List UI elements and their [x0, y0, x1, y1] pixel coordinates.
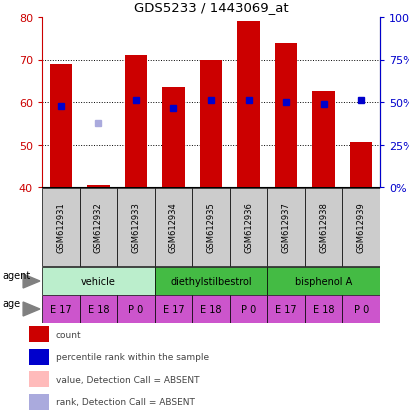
- Bar: [229, 188, 267, 266]
- Bar: [267, 268, 379, 295]
- Text: agent: agent: [2, 270, 30, 280]
- Bar: [117, 296, 154, 323]
- Text: age: age: [2, 298, 20, 308]
- Bar: [87, 185, 109, 188]
- Bar: [342, 296, 379, 323]
- Text: vehicle: vehicle: [81, 276, 115, 286]
- Text: GSM612937: GSM612937: [281, 202, 290, 253]
- Bar: [349, 143, 372, 188]
- Text: count: count: [56, 330, 81, 339]
- Bar: [229, 296, 267, 323]
- Text: GSM612938: GSM612938: [318, 202, 327, 253]
- Text: E 17: E 17: [50, 304, 72, 314]
- Bar: [192, 188, 229, 266]
- Bar: [79, 188, 117, 266]
- Bar: [237, 22, 259, 188]
- Text: diethylstilbestrol: diethylstilbestrol: [170, 276, 251, 286]
- Bar: [274, 43, 297, 188]
- Bar: [29, 349, 49, 365]
- Text: GSM612936: GSM612936: [243, 202, 252, 253]
- Bar: [312, 92, 334, 188]
- Bar: [192, 296, 229, 323]
- Text: P 0: P 0: [128, 304, 143, 314]
- Bar: [154, 268, 267, 295]
- Bar: [117, 188, 154, 266]
- Polygon shape: [23, 302, 40, 316]
- Bar: [79, 296, 117, 323]
- Bar: [42, 188, 79, 266]
- Bar: [199, 60, 222, 188]
- Bar: [29, 371, 49, 387]
- Bar: [154, 296, 192, 323]
- Text: E 17: E 17: [274, 304, 296, 314]
- Polygon shape: [23, 274, 40, 288]
- Text: E 18: E 18: [200, 304, 221, 314]
- Bar: [49, 64, 72, 188]
- Text: rank, Detection Call = ABSENT: rank, Detection Call = ABSENT: [56, 397, 194, 406]
- Bar: [162, 88, 184, 188]
- Text: GSM612939: GSM612939: [356, 202, 365, 253]
- Text: GSM612934: GSM612934: [169, 202, 178, 253]
- Bar: [342, 188, 379, 266]
- Text: E 17: E 17: [162, 304, 184, 314]
- Title: GDS5233 / 1443069_at: GDS5233 / 1443069_at: [133, 1, 288, 14]
- Bar: [124, 56, 147, 188]
- Bar: [267, 188, 304, 266]
- Text: P 0: P 0: [353, 304, 368, 314]
- Bar: [29, 326, 49, 342]
- Text: E 18: E 18: [312, 304, 334, 314]
- Bar: [29, 394, 49, 410]
- Bar: [42, 268, 154, 295]
- Text: bisphenol A: bisphenol A: [294, 276, 351, 286]
- Text: value, Detection Call = ABSENT: value, Detection Call = ABSENT: [56, 375, 199, 384]
- Text: P 0: P 0: [240, 304, 256, 314]
- Bar: [42, 296, 79, 323]
- Bar: [267, 296, 304, 323]
- Bar: [304, 296, 342, 323]
- Text: GSM612935: GSM612935: [206, 202, 215, 253]
- Text: GSM612931: GSM612931: [56, 202, 65, 253]
- Bar: [154, 188, 192, 266]
- Text: GSM612933: GSM612933: [131, 202, 140, 253]
- Text: GSM612932: GSM612932: [94, 202, 103, 253]
- Bar: [304, 188, 342, 266]
- Text: E 18: E 18: [88, 304, 109, 314]
- Text: percentile rank within the sample: percentile rank within the sample: [56, 352, 208, 361]
